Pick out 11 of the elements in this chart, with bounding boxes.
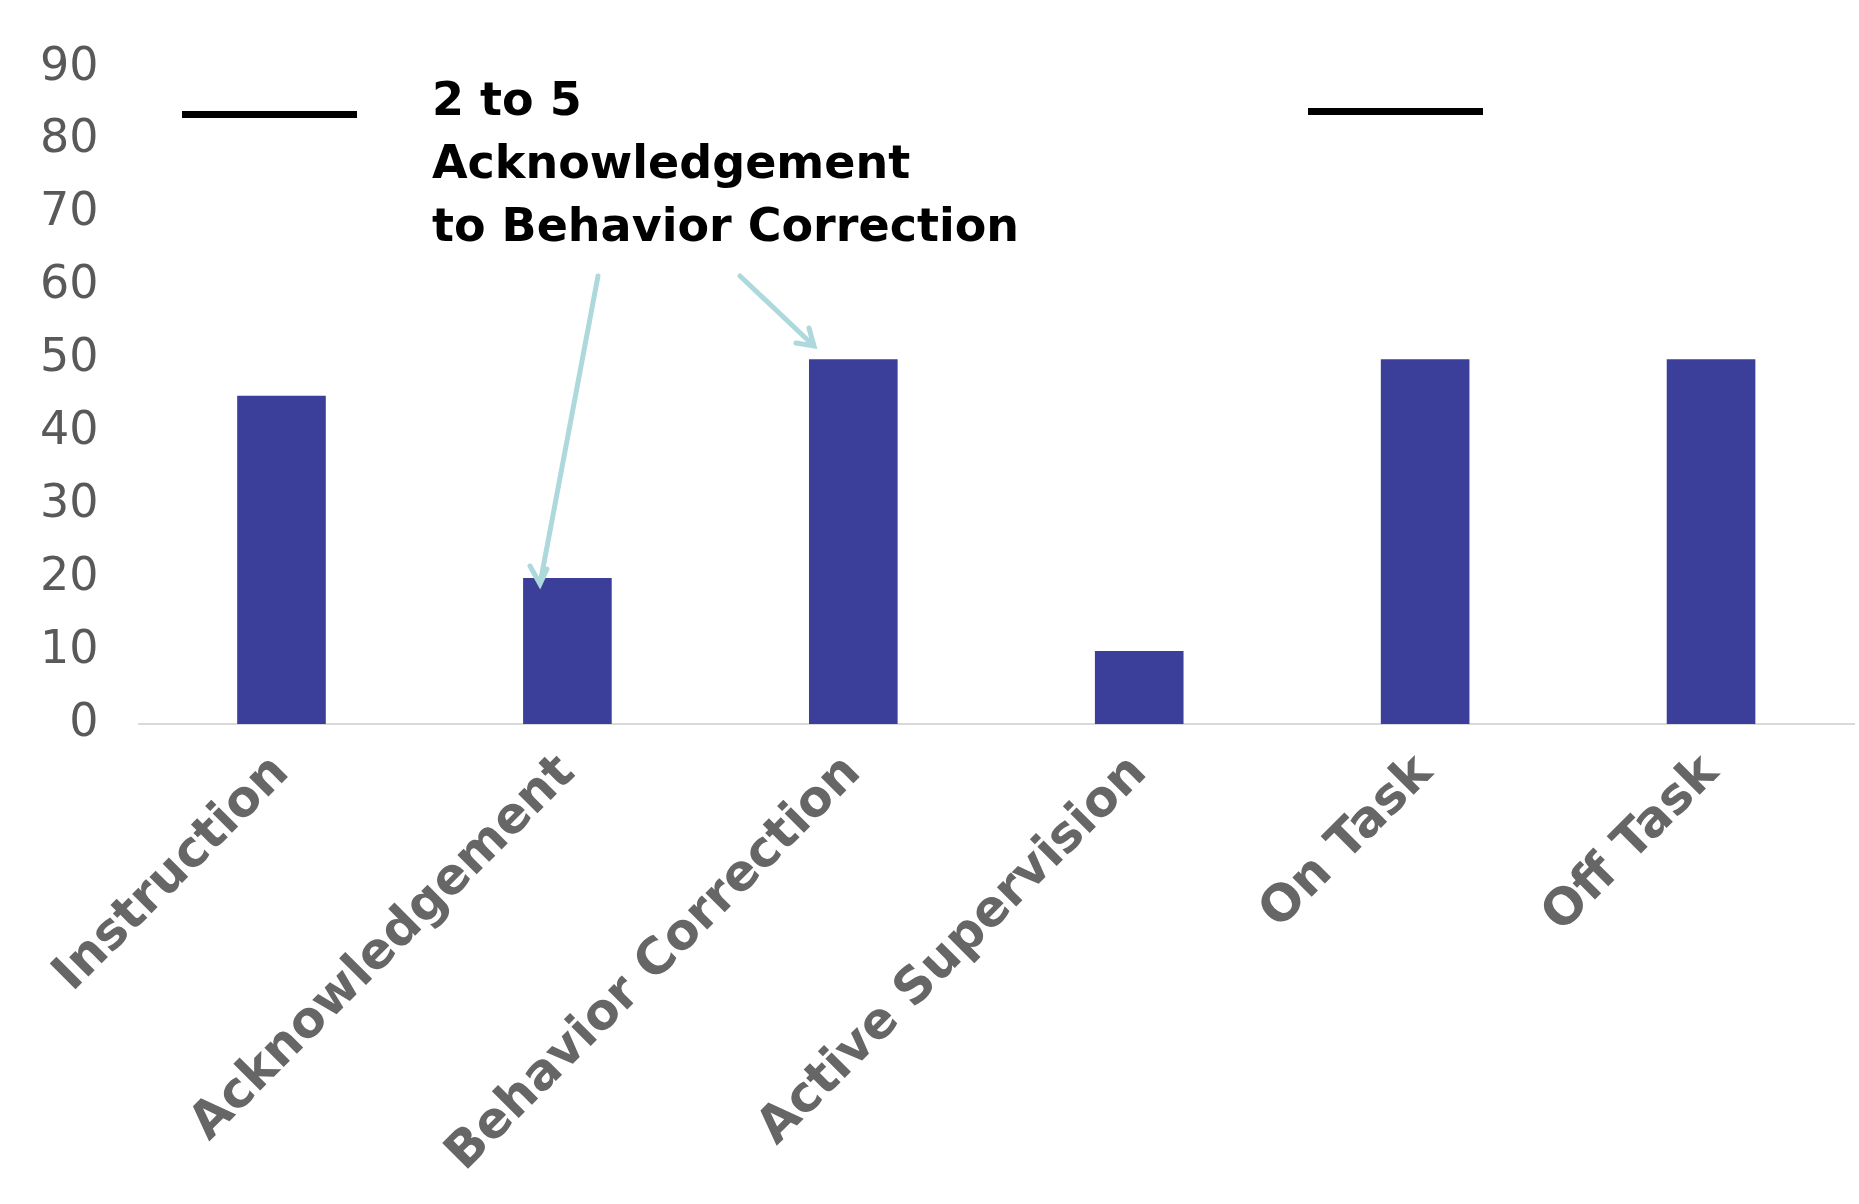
y-tick-label: 50 [39,328,99,383]
y-tick-label: 10 [39,619,99,674]
y-tick-label: 60 [39,255,99,310]
annotation: 2 to 5 Acknowledgement to Behavior Correction [432,71,1020,254]
y-tick-label: 20 [39,547,99,601]
y-tick-label: 70 [39,182,99,237]
y-tick-label: 80 [39,109,99,164]
y-tick-label: 90 [39,36,99,91]
y-tick-label: 40 [39,401,99,456]
y-tick-label: 30 [39,474,99,529]
y-tick-label: 0 [69,692,99,747]
